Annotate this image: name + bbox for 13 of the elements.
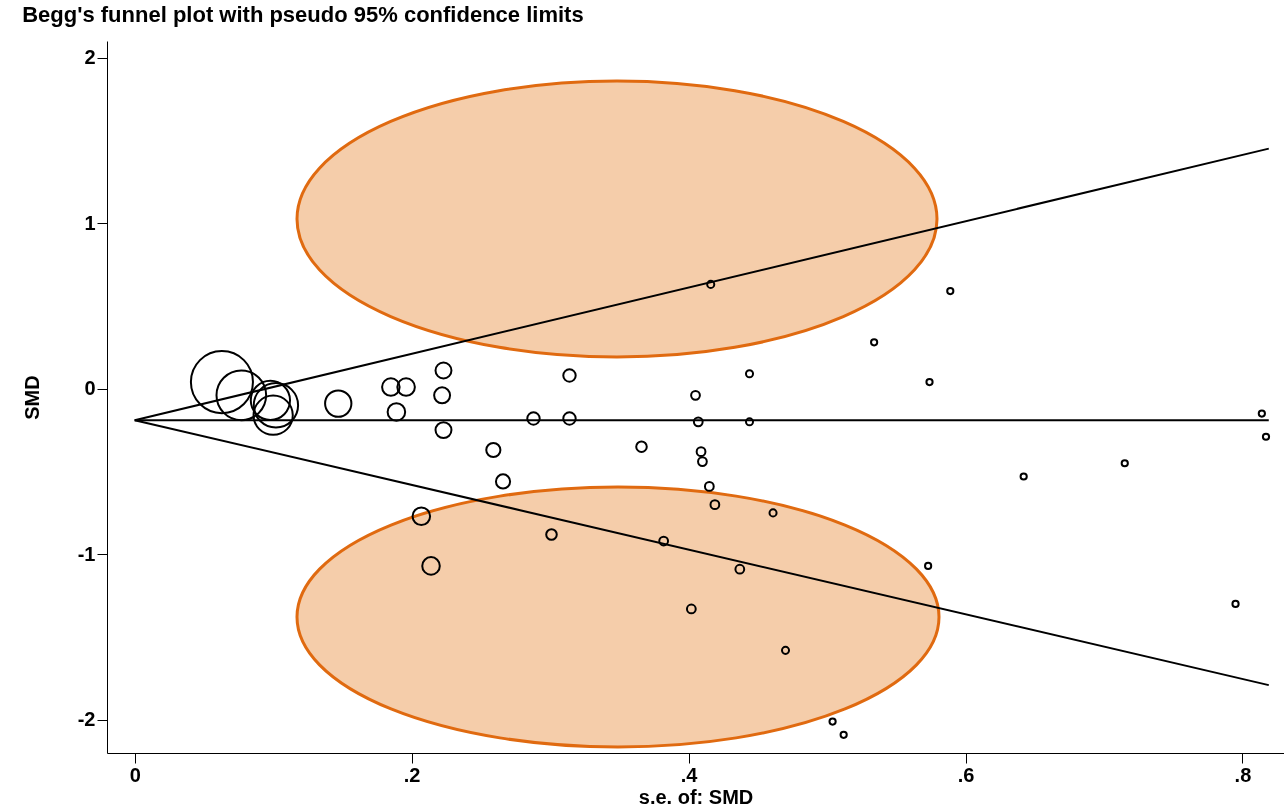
y-tick-label: 0: [84, 377, 96, 400]
x-tick-label: 0: [129, 763, 141, 786]
x-tick-label: .6: [957, 763, 975, 786]
x-axis-title: s.e. of: SMD: [638, 785, 754, 807]
x-tick-label: .2: [403, 763, 421, 786]
x-tick-label: .4: [680, 763, 699, 786]
y-tick-label: 1: [84, 211, 96, 234]
y-axis-title: SMD: [20, 375, 43, 420]
x-tick-label: .8: [1234, 763, 1252, 786]
y-tick-label: 2: [84, 46, 96, 69]
y-tick-label: -1: [77, 542, 96, 565]
chart-title: Begg's funnel plot with pseudo 95% confidence limits: [22, 2, 584, 27]
y-tick-label: -2: [77, 708, 96, 731]
